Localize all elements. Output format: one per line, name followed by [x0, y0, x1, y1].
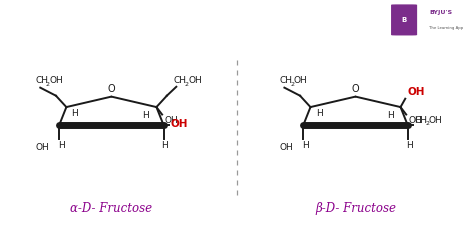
- Text: O: O: [352, 84, 359, 94]
- Text: CYCLIC STRUCTURE OF FRUCTOSE: CYCLIC STRUCTURE OF FRUCTOSE: [9, 15, 263, 28]
- Text: OH: OH: [36, 143, 50, 152]
- Text: OH: OH: [188, 76, 202, 85]
- Text: H: H: [406, 141, 412, 150]
- Text: H: H: [58, 141, 65, 150]
- Text: OH: OH: [407, 87, 425, 97]
- Text: 2: 2: [184, 82, 188, 87]
- Text: OH: OH: [50, 76, 64, 85]
- Text: OH: OH: [171, 119, 188, 129]
- Text: H: H: [72, 109, 78, 118]
- Text: OH: OH: [164, 116, 178, 125]
- Text: H: H: [162, 141, 168, 150]
- Text: CH: CH: [415, 116, 428, 124]
- Text: 2: 2: [290, 82, 294, 87]
- Text: CH: CH: [174, 76, 187, 85]
- Text: H: H: [143, 111, 149, 120]
- Text: OH: OH: [294, 76, 308, 85]
- Text: H: H: [387, 111, 393, 120]
- Text: The Learning App: The Learning App: [429, 26, 463, 30]
- Text: CH: CH: [280, 76, 292, 85]
- Text: H: H: [316, 109, 322, 118]
- Text: OH: OH: [429, 116, 443, 124]
- FancyBboxPatch shape: [384, 2, 474, 37]
- Text: O: O: [108, 84, 115, 94]
- Text: CH: CH: [36, 76, 48, 85]
- Text: 2: 2: [46, 82, 50, 87]
- Text: OH: OH: [408, 116, 422, 125]
- Text: β-D- Fructose: β-D- Fructose: [315, 202, 396, 215]
- Text: α-D- Fructose: α-D- Fructose: [70, 202, 153, 215]
- Text: H: H: [302, 141, 309, 150]
- Text: BYJU'S: BYJU'S: [429, 10, 452, 15]
- Text: B: B: [401, 17, 407, 23]
- FancyBboxPatch shape: [391, 4, 417, 35]
- Text: OH: OH: [280, 143, 294, 152]
- Text: 2: 2: [425, 121, 429, 126]
